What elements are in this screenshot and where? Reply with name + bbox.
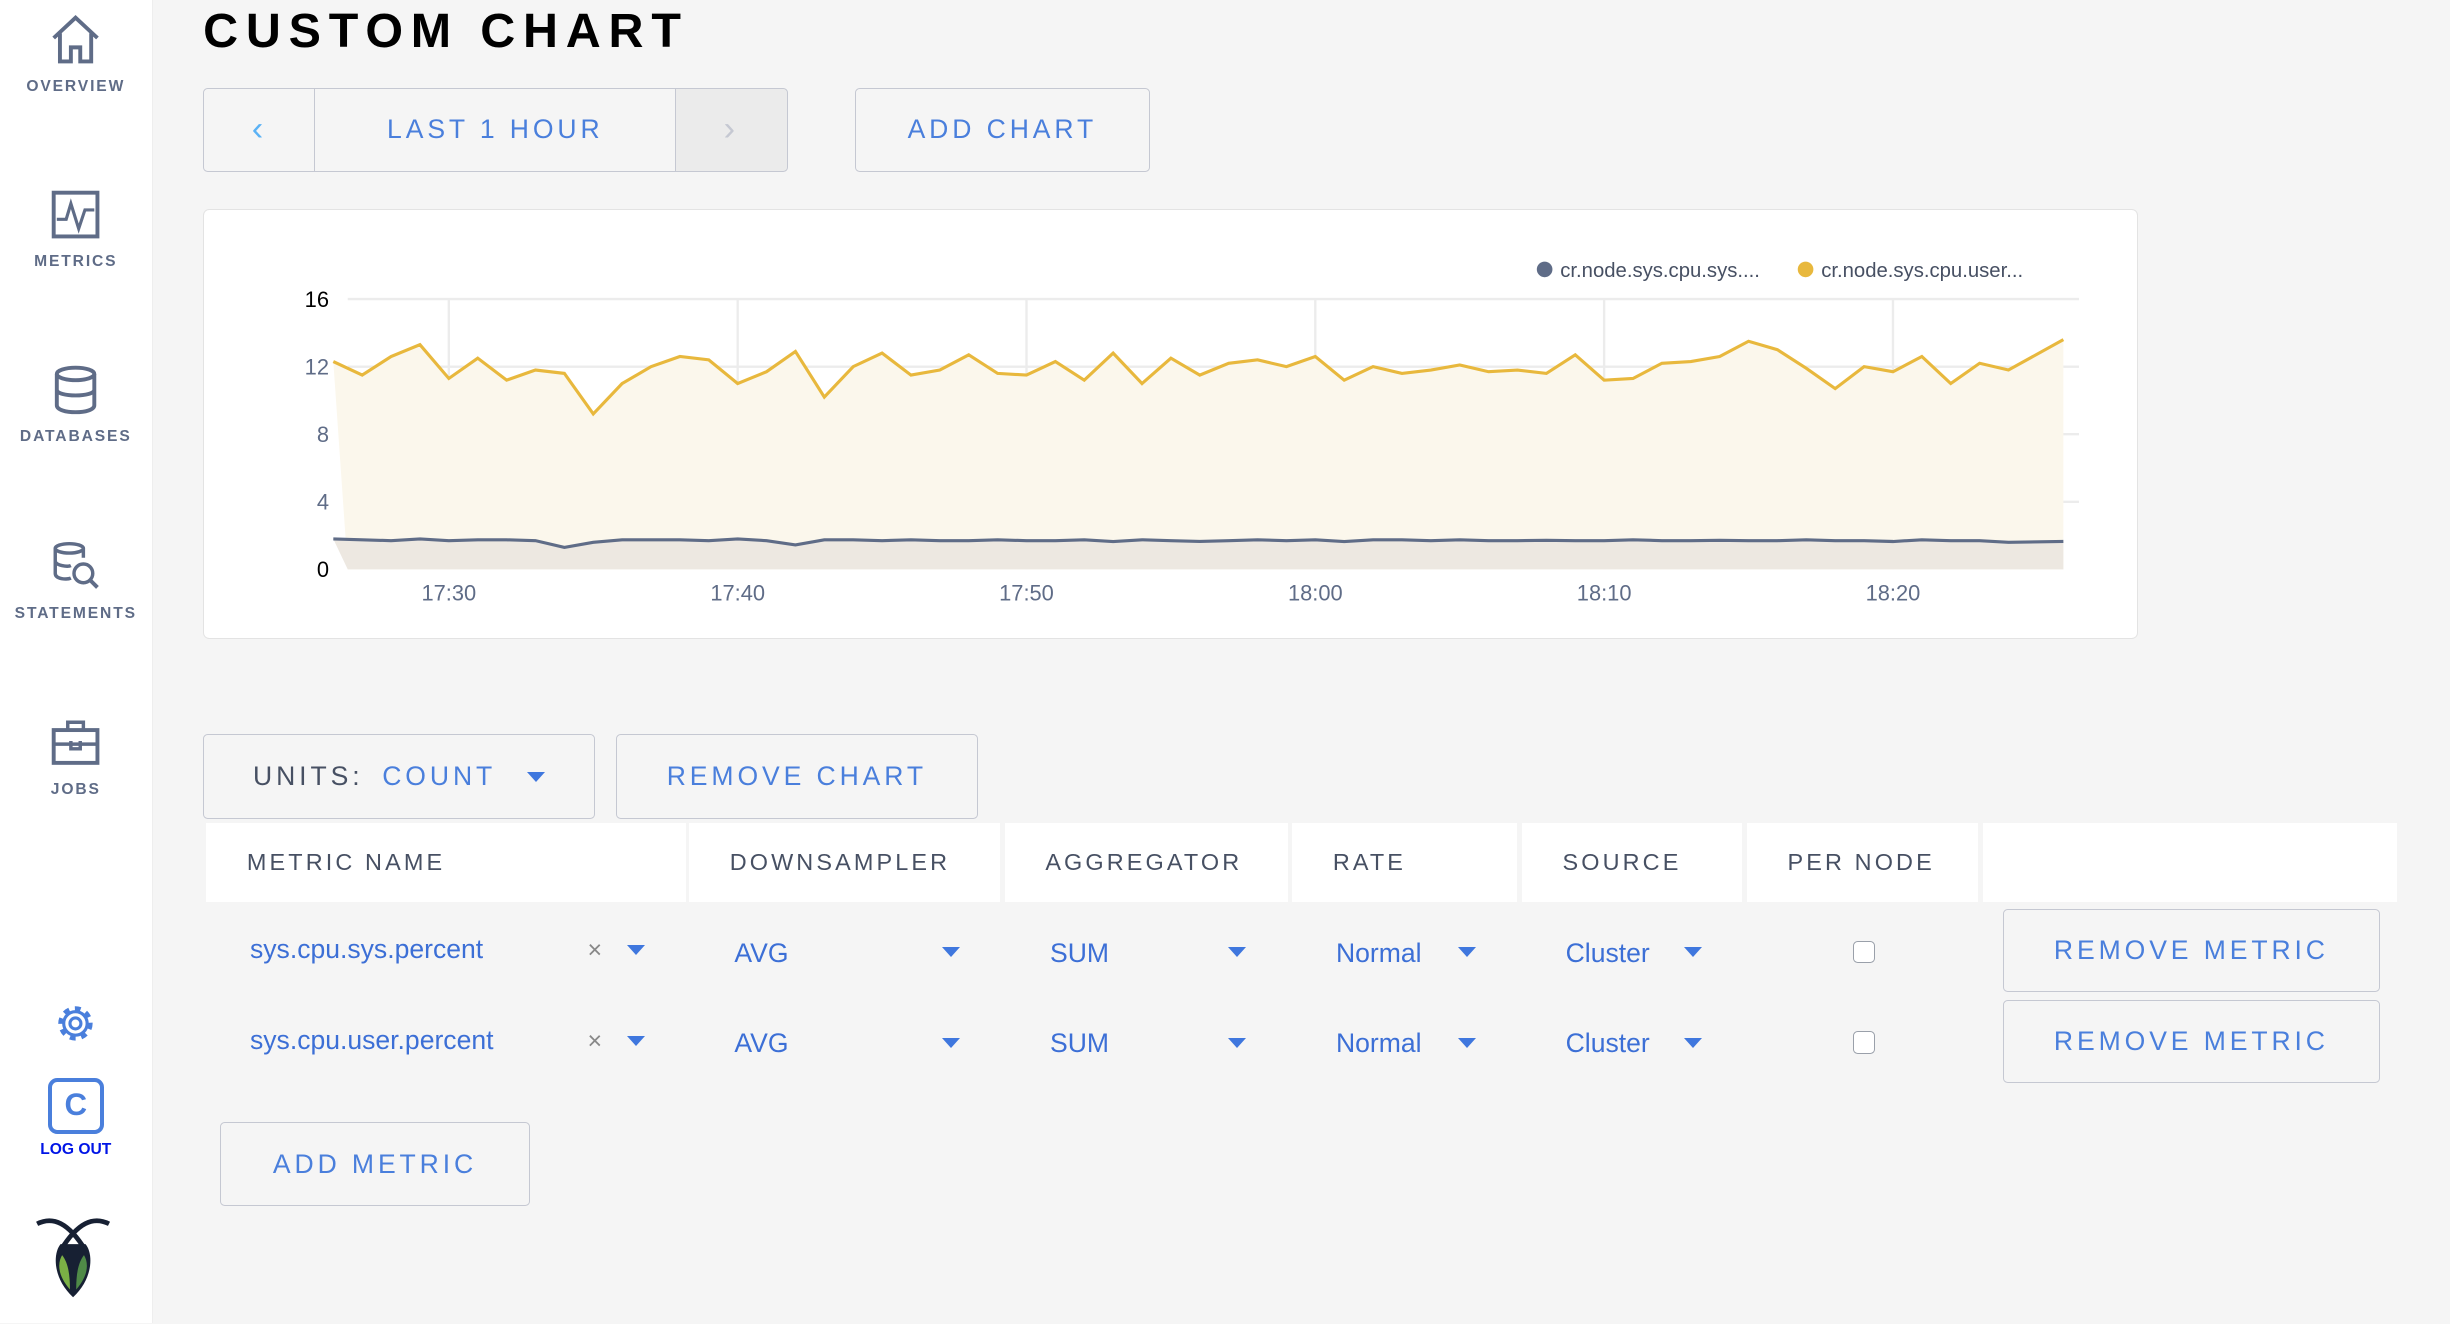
metric-name-select[interactable]: sys.cpu.sys.percent	[250, 934, 484, 965]
column-header-aggregator: AGGREGATOR	[1004, 823, 1288, 902]
user-avatar: C	[47, 1078, 104, 1135]
series-area-0	[333, 539, 2064, 570]
sidebar: OVERVIEW METRICS DATABASES STATEMENTS JO…	[0, 0, 153, 1324]
source-select[interactable]: Cluster	[1565, 1028, 1650, 1059]
legend-label: cr.node.sys.cpu.sys....	[1560, 261, 1760, 283]
y-tick-label: 0	[317, 558, 329, 583]
source-select[interactable]: Cluster	[1565, 937, 1650, 968]
chevron-down-icon[interactable]	[1228, 946, 1247, 958]
time-range-button[interactable]: LAST 1 HOUR	[314, 87, 677, 172]
x-tick-label: 17:50	[999, 581, 1054, 606]
downsampler-select[interactable]: AVG	[734, 937, 789, 968]
logout-label: LOG OUT	[40, 1140, 112, 1158]
metrics-icon	[51, 190, 100, 238]
x-tick-label: 18:00	[1288, 581, 1343, 606]
next-range-button[interactable]: ›	[675, 87, 788, 172]
prev-range-button[interactable]: ‹	[203, 87, 316, 172]
sidebar-item-overview[interactable]: OVERVIEW	[0, 13, 152, 97]
column-header-actions	[1982, 823, 2397, 902]
rate-select[interactable]: Normal	[1335, 937, 1422, 968]
x-tick-label: 17:40	[710, 581, 765, 606]
statements-icon	[53, 542, 100, 589]
units-label: UNITS:	[253, 761, 364, 792]
sidebar-item-label: STATEMENTS	[14, 604, 137, 622]
clear-icon[interactable]: ×	[587, 935, 603, 964]
remove-chart-button[interactable]: REMOVE CHART	[615, 734, 979, 819]
chevron-down-icon[interactable]	[942, 1037, 961, 1049]
sidebar-item-metrics[interactable]: METRICS	[0, 188, 152, 272]
y-tick-label: 16	[305, 287, 329, 312]
column-header-rate: RATE	[1292, 823, 1518, 902]
column-header-per-node: PER NODE	[1746, 823, 1979, 902]
y-tick-label: 8	[317, 422, 329, 447]
add-metric-button[interactable]: ADD METRIC	[220, 1121, 530, 1207]
units-value: COUNT	[382, 761, 497, 792]
settings-button[interactable]	[0, 1000, 152, 1047]
chevron-down-icon[interactable]	[626, 1035, 645, 1047]
chevron-down-icon	[527, 771, 546, 783]
add-chart-button[interactable]: ADD CHART	[854, 87, 1150, 172]
line-chart: 0 4 8 12 16 17:30 17:40 17:50 18:00 18:10 18:20 cr.…	[305, 261, 2080, 606]
x-tick-label: 18:10	[1577, 581, 1632, 606]
logout-button[interactable]: C LOG OUT	[0, 1078, 152, 1159]
chevron-down-icon[interactable]	[942, 946, 961, 958]
series-area-1	[333, 339, 2064, 570]
home-icon	[52, 14, 99, 63]
column-header-downsampler: DOWNSAMPLER	[689, 823, 1000, 902]
x-tick-label: 17:30	[422, 581, 477, 606]
cockroach-logo	[36, 1218, 111, 1297]
metric-name-select[interactable]: sys.cpu.user.percent	[250, 1025, 494, 1055]
per-node-checkbox[interactable]	[1853, 940, 1876, 963]
downsampler-select[interactable]: AVG	[734, 1028, 789, 1059]
y-tick-label: 4	[317, 490, 329, 515]
legend-marker	[1536, 261, 1553, 278]
database-icon	[55, 365, 97, 414]
sidebar-item-label: OVERVIEW	[26, 78, 126, 96]
chart-card: 0 4 8 12 16 17:30 17:40 17:50 18:00 18:10 18:20 cr.…	[203, 209, 2138, 640]
column-header-source: SOURCE	[1521, 823, 1743, 902]
gear-icon	[58, 1006, 93, 1041]
sidebar-item-label: JOBS	[50, 781, 101, 799]
x-tick-label: 18:20	[1866, 581, 1921, 606]
sidebar-item-statements[interactable]: STATEMENTS	[0, 539, 152, 623]
chevron-down-icon[interactable]	[626, 945, 645, 956]
sidebar-item-label: METRICS	[34, 253, 118, 271]
jobs-icon	[51, 720, 100, 765]
units-dropdown[interactable]: UNITS: COUNT	[203, 734, 596, 819]
remove-metric-button[interactable]: REMOVE METRIC	[2003, 909, 2380, 993]
series-line-1	[332, 338, 2065, 417]
sidebar-item-jobs[interactable]: JOBS	[0, 716, 152, 800]
series-line-0	[333, 537, 2064, 550]
aggregator-select[interactable]: SUM	[1050, 1028, 1109, 1059]
legend-label: cr.node.sys.cpu.user...	[1821, 261, 2023, 283]
page-title: CUSTOM CHART	[203, 4, 689, 59]
aggregator-select[interactable]: SUM	[1050, 937, 1109, 968]
chevron-down-icon[interactable]	[1457, 946, 1476, 958]
chevron-down-icon[interactable]	[1684, 1037, 1703, 1049]
column-header-metric-name: METRIC NAME	[206, 823, 686, 902]
chevron-down-icon[interactable]	[1684, 946, 1703, 958]
y-tick-label: 12	[305, 355, 329, 380]
sidebar-item-databases[interactable]: DATABASES	[0, 363, 152, 447]
sidebar-item-label: DATABASES	[19, 428, 132, 446]
chevron-down-icon[interactable]	[1457, 1037, 1476, 1049]
rate-select[interactable]: Normal	[1335, 1028, 1422, 1059]
remove-metric-button[interactable]: REMOVE METRIC	[2003, 1000, 2380, 1083]
chevron-down-icon[interactable]	[1228, 1037, 1247, 1049]
clear-icon[interactable]: ×	[587, 1026, 603, 1055]
per-node-checkbox[interactable]	[1853, 1031, 1876, 1054]
legend-marker	[1797, 261, 1814, 278]
